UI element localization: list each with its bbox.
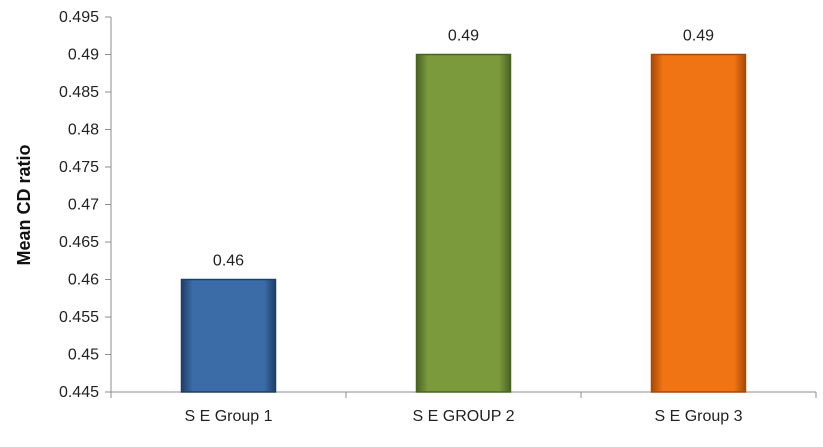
bars	[180, 53, 747, 393]
y-tick-label: 0.495	[59, 9, 99, 26]
data-label-1: 0.46	[213, 253, 244, 270]
y-axis: 0.445 0.45 0.455 0.46 0.465 0.47 0.475 0.48 0.48…	[59, 9, 112, 401]
x-category-label: S E Group 1	[184, 408, 272, 425]
y-tick-label: 0.465	[59, 234, 99, 251]
y-tick-label: 0.45	[68, 347, 99, 364]
y-tick-label: 0.47	[68, 197, 99, 214]
x-category-label: S E GROUP 2	[413, 408, 515, 425]
bar-1	[180, 278, 277, 393]
data-label-2: 0.49	[448, 28, 479, 45]
y-tick-label: 0.485	[59, 84, 99, 101]
y-tick-label: 0.445	[59, 384, 99, 401]
x-category-label: S E Group 3	[654, 408, 742, 425]
x-axis: S E Group 1 S E GROUP 2 S E Group 3	[110, 391, 817, 425]
data-label-3: 0.49	[683, 28, 714, 45]
bar-3	[650, 53, 747, 393]
bar-2	[415, 53, 512, 393]
y-axis-title: Mean CD ratio	[14, 144, 34, 265]
data-labels: 0.46 0.49 0.49	[213, 28, 714, 270]
y-tick-label: 0.46	[68, 272, 99, 289]
y-tick-label: 0.475	[59, 159, 99, 176]
y-tick-label: 0.455	[59, 309, 99, 326]
y-tick-label: 0.48	[68, 122, 99, 139]
y-tick-label: 0.49	[68, 47, 99, 64]
